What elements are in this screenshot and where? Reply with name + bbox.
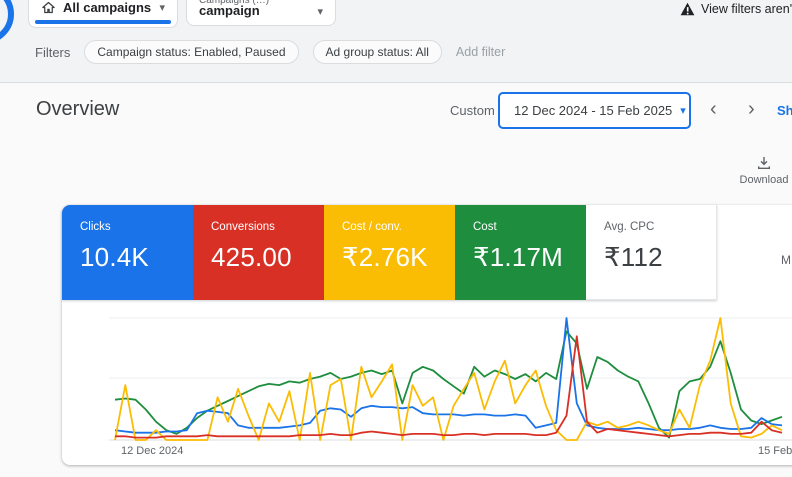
ad-group-status-filter-chip[interactable]: Ad group status: All: [312, 40, 442, 64]
metric-label: Cost / conv.: [342, 221, 402, 233]
metric-cards-strip: Clicks 10.4K Conversions 425.00 Cost / c…: [62, 205, 717, 300]
next-period-button[interactable]: ›: [748, 98, 755, 120]
chevron-down-icon: ▾: [680, 105, 686, 117]
metric-value: 425.00: [211, 242, 292, 272]
metric-card-avg-cpc[interactable]: Avg. CPC ₹112: [586, 205, 717, 300]
all-campaigns-label: All campaigns: [63, 0, 152, 15]
series-cost-conv-: [114, 317, 783, 441]
chevron-down-icon: ▾: [159, 1, 165, 14]
date-range-picker[interactable]: 12 Dec 2024 - 15 Feb 2025 ▾: [498, 92, 691, 129]
filters-title: Filters: [35, 44, 71, 60]
view-filters-warning: View filters aren't a: [680, 2, 792, 16]
metric-label: Avg. CPC: [604, 221, 655, 233]
metric-value: ₹2.76K: [342, 242, 428, 272]
metric-label: Conversions: [211, 221, 275, 233]
warning-text: View filters aren't a: [701, 2, 792, 16]
previous-period-button[interactable]: ‹: [710, 98, 717, 120]
show-link-truncated[interactable]: Sh: [777, 103, 792, 118]
metric-value: 10.4K: [80, 242, 149, 272]
metric-label: Cost: [473, 221, 497, 233]
active-tab-underline: [35, 20, 171, 24]
metric-value: ₹112: [604, 242, 663, 272]
line-chart-canvas: [109, 317, 792, 441]
date-preset-label: Custom: [450, 103, 495, 118]
warning-icon: [680, 2, 695, 16]
performance-chart[interactable]: 12 Dec 2024 15 Feb 2025: [62, 300, 792, 465]
metric-card-conversions[interactable]: Conversions 425.00: [193, 205, 324, 300]
metric-card-clicks[interactable]: Clicks 10.4K: [62, 205, 193, 300]
page-title: Overview: [36, 98, 120, 120]
metric-card-cost[interactable]: Cost ₹1.17M: [455, 205, 586, 300]
metric-value: ₹1.17M: [473, 242, 564, 272]
campaigns-count-label: Campaigns (…): [199, 0, 270, 6]
all-campaigns-selector[interactable]: All campaigns ▾: [28, 0, 178, 28]
campaign-select-dropdown[interactable]: Campaigns (…) Select a campaign ▾: [186, 0, 336, 26]
filters-bar: Filters Campaign status: Enabled, Paused…: [35, 40, 505, 64]
download-label: Download: [739, 174, 789, 186]
chevron-down-icon: ▾: [317, 6, 323, 18]
x-axis-start-label: 12 Dec 2024: [121, 445, 184, 457]
overview-summary-card: Clicks 10.4K Conversions 425.00 Cost / c…: [62, 205, 792, 465]
truncated-text-fragment: M: [781, 253, 791, 267]
date-range-value: 12 Dec 2024 - 15 Feb 2025: [514, 103, 673, 118]
metric-card-cost-per-conv[interactable]: Cost / conv. ₹2.76K: [324, 205, 455, 300]
home-icon: [42, 1, 55, 13]
add-filter-button[interactable]: Add filter: [455, 45, 506, 59]
download-button[interactable]: Download: [736, 155, 792, 186]
campaign-status-filter-chip[interactable]: Campaign status: Enabled, Paused: [84, 40, 299, 64]
download-icon: [757, 157, 771, 170]
series-conversions: [115, 335, 783, 439]
campaign-select-value: Select a campaign: [199, 0, 260, 18]
x-axis-end-label: 15 Feb 2025: [758, 445, 792, 457]
metric-label: Clicks: [80, 221, 111, 233]
